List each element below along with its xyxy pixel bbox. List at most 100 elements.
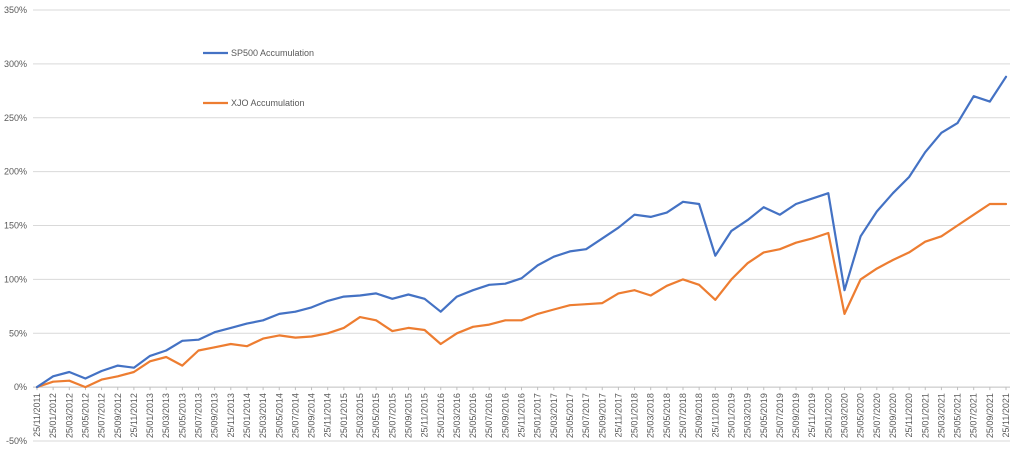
data-point bbox=[827, 192, 830, 195]
x-tick-label: 25/07/2021 bbox=[969, 393, 979, 438]
data-point bbox=[439, 343, 442, 345]
x-tick-label: 25/11/2020 bbox=[904, 393, 914, 437]
data-point bbox=[892, 259, 894, 261]
x-tick-label: 25/11/2021 bbox=[1001, 393, 1011, 437]
x-tick-label: 25/09/2014 bbox=[307, 393, 317, 438]
data-point bbox=[956, 224, 959, 227]
data-point bbox=[84, 386, 87, 389]
data-point bbox=[423, 329, 426, 331]
data-point bbox=[181, 339, 184, 342]
data-point bbox=[843, 312, 846, 315]
data-point bbox=[149, 354, 151, 357]
data-point bbox=[698, 283, 701, 286]
data-point bbox=[68, 379, 71, 382]
y-tick-label: 200% bbox=[4, 167, 27, 177]
y-tick-label: 250% bbox=[4, 113, 27, 123]
data-point bbox=[326, 332, 329, 335]
data-point bbox=[116, 375, 119, 378]
data-point bbox=[617, 226, 620, 229]
x-tick-label: 25/03/2020 bbox=[840, 393, 850, 438]
x-axis-tick-labels: 25/11/2011 25/01/2012 25/03/2012 25/05/2012… bbox=[32, 387, 1011, 438]
data-point bbox=[229, 343, 232, 345]
data-point bbox=[472, 325, 474, 328]
data-point bbox=[197, 338, 200, 341]
data-point bbox=[795, 241, 797, 244]
x-tick-label: 25/05/2019 bbox=[759, 393, 769, 438]
data-point bbox=[262, 337, 264, 340]
data-point bbox=[84, 377, 87, 380]
data-point bbox=[68, 371, 71, 373]
x-tick-label: 25/09/2019 bbox=[791, 393, 801, 438]
data-point bbox=[359, 316, 361, 318]
data-point bbox=[875, 210, 878, 213]
y-tick-label: 0% bbox=[14, 382, 27, 392]
x-tick-label: 25/03/2017 bbox=[549, 393, 559, 438]
x-tick-label: 25/09/2017 bbox=[597, 393, 607, 438]
y-tick-label: -50% bbox=[6, 436, 27, 446]
data-point bbox=[456, 332, 458, 335]
data-point bbox=[100, 378, 103, 381]
data-point bbox=[326, 300, 329, 302]
data-point bbox=[908, 251, 910, 254]
x-tick-label: 25/05/2016 bbox=[468, 393, 478, 438]
data-point bbox=[278, 312, 281, 315]
x-tick-label: 25/11/2012 bbox=[129, 393, 139, 437]
x-tick-label: 25/09/2013 bbox=[210, 393, 220, 438]
y-tick-label: 350% bbox=[4, 5, 27, 15]
data-point bbox=[100, 370, 103, 372]
data-point bbox=[811, 197, 814, 200]
x-tick-label: 25/01/2013 bbox=[145, 393, 155, 438]
data-point bbox=[762, 206, 765, 209]
x-tick-label: 25/05/2014 bbox=[274, 393, 284, 438]
data-point bbox=[342, 295, 345, 298]
data-point bbox=[779, 213, 781, 216]
data-point bbox=[310, 335, 313, 338]
data-point bbox=[972, 95, 975, 98]
data-point bbox=[407, 293, 410, 296]
data-point bbox=[197, 349, 200, 352]
data-point bbox=[714, 298, 717, 301]
x-tick-label: 25/01/2012 bbox=[48, 393, 58, 438]
x-tick-label: 25/07/2015 bbox=[387, 393, 397, 438]
data-point bbox=[730, 278, 733, 281]
legend-label: XJO Accumulation bbox=[231, 98, 305, 108]
x-tick-label: 25/07/2014 bbox=[290, 393, 300, 438]
y-tick-label: 300% bbox=[4, 59, 27, 69]
x-tick-label: 25/07/2018 bbox=[678, 393, 688, 438]
data-point bbox=[956, 122, 959, 125]
data-point bbox=[714, 254, 717, 257]
data-point bbox=[585, 248, 587, 251]
x-tick-label: 25/07/2017 bbox=[581, 393, 591, 438]
data-point bbox=[294, 310, 297, 313]
x-tick-label: 25/03/2015 bbox=[355, 393, 365, 438]
data-point bbox=[779, 248, 781, 251]
data-point bbox=[569, 250, 571, 253]
data-point bbox=[488, 283, 491, 286]
gridlines bbox=[33, 9, 1010, 442]
data-point bbox=[875, 267, 878, 270]
data-point bbox=[601, 302, 604, 304]
data-point bbox=[617, 292, 620, 295]
data-point bbox=[391, 297, 394, 300]
data-point bbox=[1005, 203, 1007, 205]
data-point bbox=[892, 192, 894, 195]
x-tick-label: 25/01/2018 bbox=[630, 393, 640, 438]
data-point bbox=[682, 200, 684, 203]
data-point bbox=[375, 292, 378, 295]
data-point bbox=[520, 319, 523, 322]
data-point bbox=[504, 282, 507, 285]
y-tick-label: 150% bbox=[4, 221, 27, 231]
x-tick-label: 25/09/2018 bbox=[694, 393, 704, 438]
data-point bbox=[601, 237, 604, 240]
data-point bbox=[133, 366, 135, 369]
data-point bbox=[181, 364, 184, 367]
data-point bbox=[924, 151, 927, 154]
data-point bbox=[972, 213, 975, 216]
data-point bbox=[504, 319, 507, 322]
x-tick-label: 25/11/2016 bbox=[517, 393, 527, 437]
x-tick-label: 25/11/2011 bbox=[32, 393, 42, 437]
x-tick-label: 25/11/2015 bbox=[420, 393, 430, 437]
x-tick-label: 25/07/2016 bbox=[484, 393, 494, 438]
x-tick-label: 25/07/2012 bbox=[97, 393, 107, 438]
series-line bbox=[35, 202, 1008, 389]
